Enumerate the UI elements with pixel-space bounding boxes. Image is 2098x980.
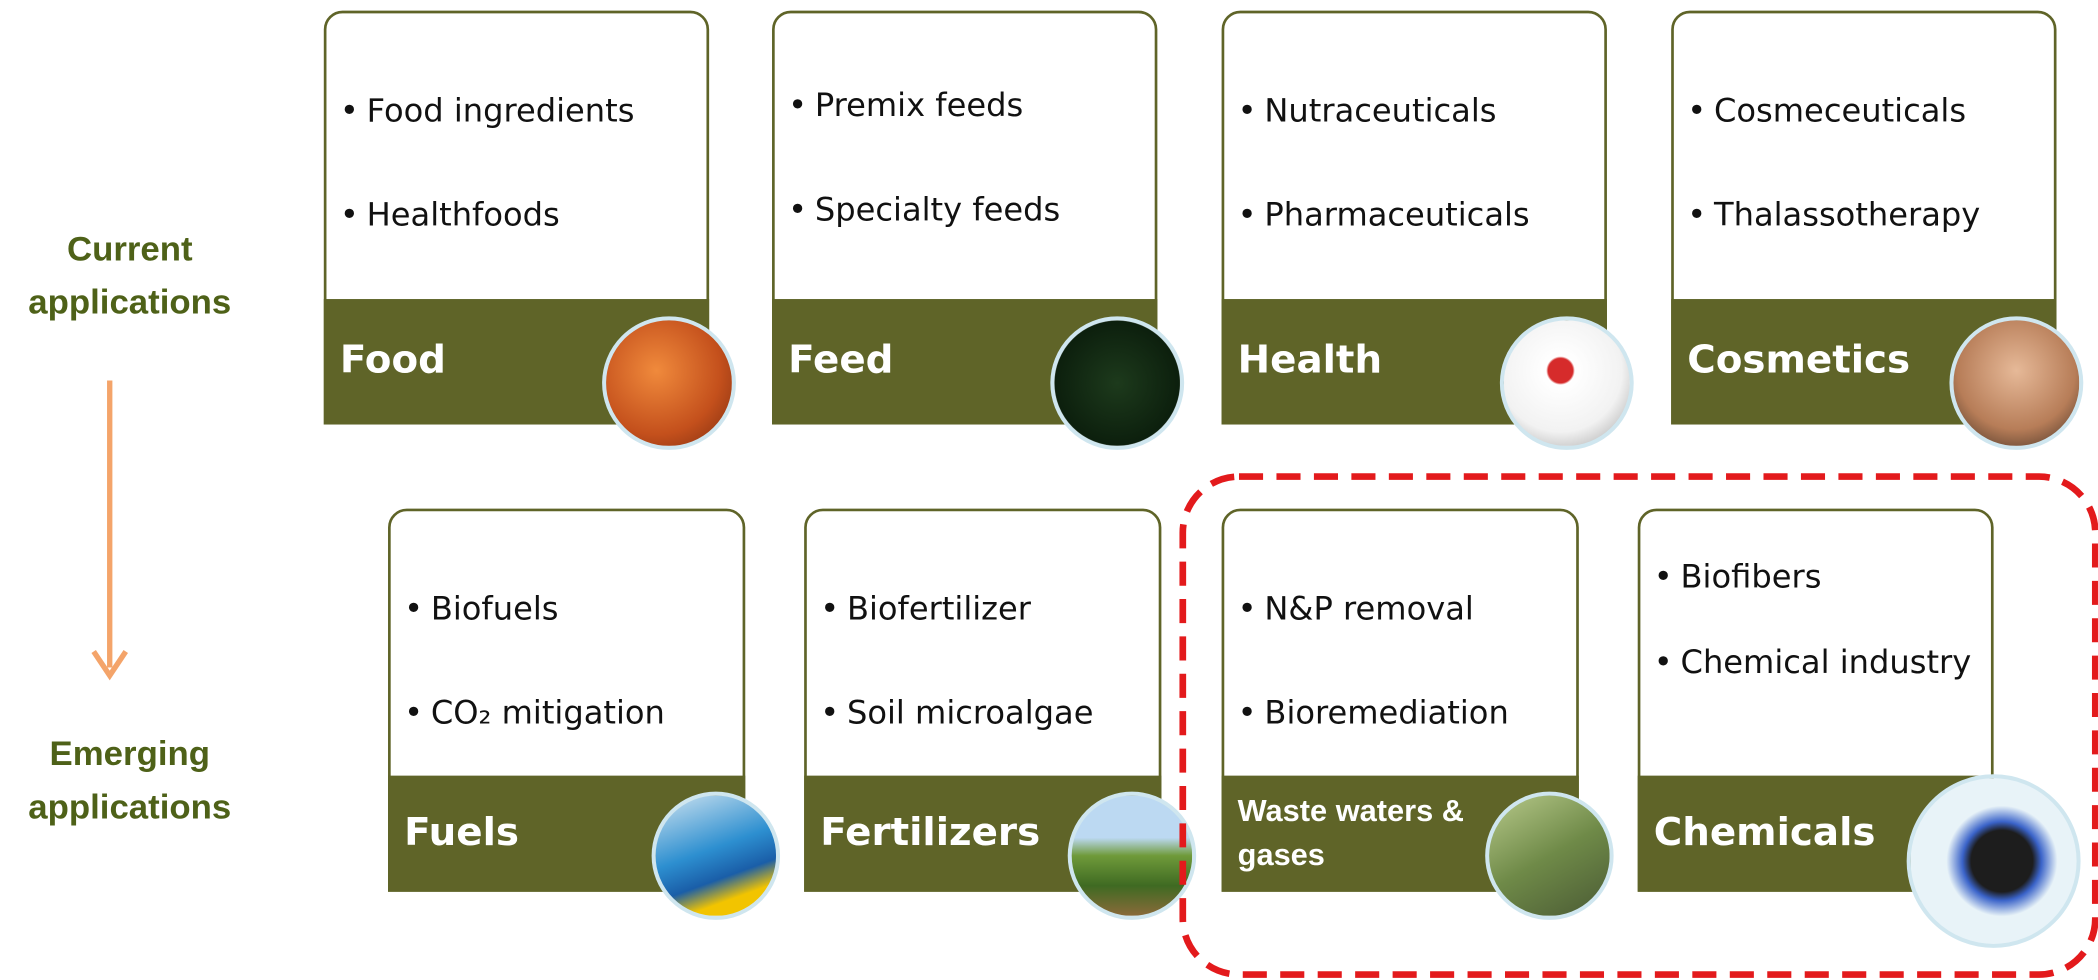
- bullet-item: N&P removal: [1238, 586, 1563, 631]
- icon-image: [602, 316, 736, 450]
- bullet-item: CO₂ mitigation: [404, 690, 729, 735]
- bullet-list: Biofuels CO₂ mitigation: [404, 586, 729, 794]
- icon-image: [652, 791, 780, 919]
- bullet-item: Biofuels: [404, 586, 729, 631]
- card-title: Health: [1238, 336, 1382, 381]
- bullet-item: Premix feeds: [788, 83, 1141, 128]
- bullet-list: Food ingredients Healthfoods: [340, 88, 693, 296]
- bullet-item: Bioremediation: [1238, 690, 1563, 735]
- bullet-list: Cosmeceuticals Thalassotherapy: [1687, 88, 2040, 296]
- bullet-list: Premix feeds Specialty feeds: [788, 83, 1141, 291]
- page: {"labels": {"current": "Current applicat…: [0, 0, 2098, 980]
- bullet-item: Healthfoods: [340, 192, 693, 237]
- card-title: Cosmetics: [1687, 336, 1910, 381]
- bullet-item: Pharmaceuticals: [1238, 192, 1591, 237]
- card-title: Fertilizers: [820, 808, 1040, 853]
- card-title: Food: [340, 336, 446, 381]
- bullet-list: N&P removal Bioremediation: [1238, 586, 1563, 794]
- bullet-list: Biofertilizer Soil microalgae: [820, 586, 1145, 794]
- icon-image: [1068, 791, 1196, 919]
- bullet-item: Biofibers: [1654, 554, 1978, 599]
- card-title: Fuels: [404, 808, 519, 853]
- side-label: Current applications: [3, 222, 257, 329]
- bullet-item: Soil microalgae: [820, 690, 1145, 735]
- icon-image: [1949, 316, 2083, 450]
- card-title: Chemicals: [1654, 808, 1876, 853]
- diagram: Current applications Emerging applicatio…: [0, 0, 2098, 980]
- icon-image: [1485, 791, 1613, 919]
- icon-image: [1050, 316, 1184, 450]
- bullet-item: Biofertilizer: [820, 586, 1145, 631]
- card-title: Feed: [788, 336, 893, 381]
- bullet-item: Thalassotherapy: [1687, 192, 2040, 237]
- icon-image: [1500, 316, 1634, 450]
- icon-image: [1907, 774, 2081, 948]
- bullet-item: Chemical industry: [1654, 639, 1978, 684]
- bullet-item: Nutraceuticals: [1238, 88, 1591, 133]
- bullet-item: Cosmeceuticals: [1687, 88, 2040, 133]
- bullet-item: Food ingredients: [340, 88, 693, 133]
- bullet-item: Specialty feeds: [788, 187, 1141, 232]
- bullet-list: Biofibers Chemical industry: [1654, 554, 1978, 725]
- side-label: Emerging applications: [3, 726, 257, 833]
- bullet-list: Nutraceuticals Pharmaceuticals: [1238, 88, 1591, 296]
